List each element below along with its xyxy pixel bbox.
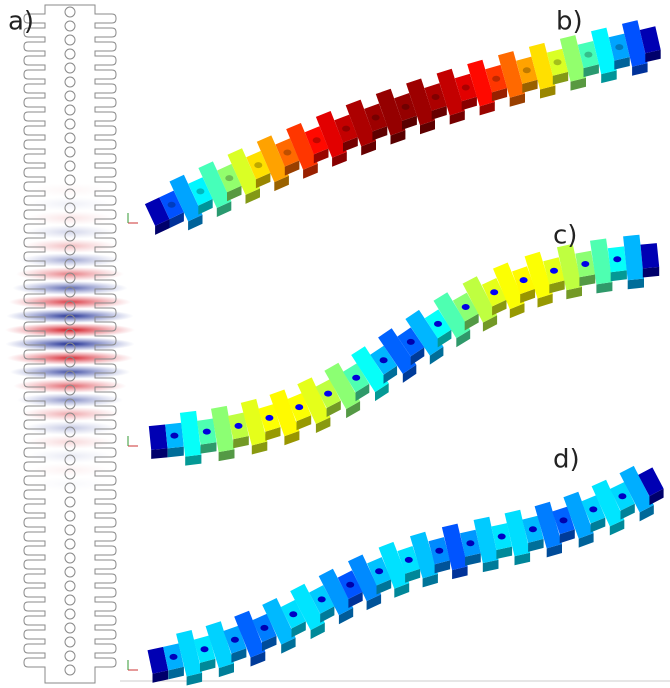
beam-side <box>151 448 167 459</box>
beam-hole <box>203 429 211 435</box>
beam-hole <box>380 357 388 363</box>
beam-hole <box>560 517 568 523</box>
hole <box>65 511 75 521</box>
beam-side <box>628 279 644 290</box>
hole <box>65 91 75 101</box>
beam-hole <box>295 404 303 410</box>
hole <box>65 119 75 129</box>
figure: a) b) c) d) <box>0 0 670 688</box>
beam-hole <box>313 137 321 143</box>
hole <box>65 623 75 633</box>
beam-hole <box>168 202 176 208</box>
beam-hole <box>554 59 562 65</box>
panel-label: d) <box>553 445 580 475</box>
beam-hole <box>352 375 360 381</box>
hole <box>65 63 75 73</box>
beam-hole <box>498 534 506 540</box>
beam-hole <box>402 104 410 110</box>
hole <box>65 553 75 563</box>
beam-hole <box>466 540 474 546</box>
beam-side <box>643 267 659 278</box>
beam-hole <box>523 67 531 73</box>
hole <box>65 595 75 605</box>
hole <box>65 609 75 619</box>
hole <box>65 49 75 59</box>
hole <box>65 525 75 535</box>
beam-hole <box>283 150 291 156</box>
beam-hole <box>342 126 350 132</box>
beam-hole <box>407 339 415 345</box>
beam-hole <box>462 304 470 310</box>
beam-hole <box>289 611 297 617</box>
panel-label: c) <box>553 221 577 251</box>
beam <box>128 235 659 466</box>
hole <box>65 105 75 115</box>
beam-hole <box>613 256 621 262</box>
beam-hole <box>372 115 380 121</box>
hole <box>65 77 75 87</box>
beam-hole <box>170 654 178 660</box>
beam-hole <box>235 423 243 429</box>
beam-hole <box>432 94 440 100</box>
beam-hole <box>260 625 268 631</box>
beam-modes <box>128 20 664 685</box>
beam-hole <box>589 506 597 512</box>
hole <box>65 497 75 507</box>
hole <box>65 567 75 577</box>
panel-label: a) <box>8 7 34 37</box>
hole <box>65 581 75 591</box>
hole <box>65 637 75 647</box>
beam-hole <box>584 52 592 58</box>
beam-hole <box>520 277 528 283</box>
hole <box>65 21 75 31</box>
beam-hole <box>201 646 209 652</box>
beam-hole <box>196 188 204 194</box>
beam-hole <box>434 321 442 327</box>
beam-hole <box>324 391 332 397</box>
hole <box>65 147 75 157</box>
beam-hole <box>492 76 500 82</box>
beam <box>128 466 664 686</box>
beam-hole <box>170 433 178 439</box>
beam-hole <box>581 261 589 267</box>
beam-hole <box>265 415 273 421</box>
beam-hole <box>225 175 233 181</box>
hole <box>65 133 75 143</box>
hole <box>65 35 75 45</box>
beam-hole <box>490 289 498 295</box>
beam-hole <box>375 568 383 574</box>
beam-hole <box>615 44 623 50</box>
beam-top <box>149 425 168 450</box>
beam-hole <box>318 596 326 602</box>
panel-label: b) <box>556 7 583 37</box>
beam-hole <box>550 268 558 274</box>
beam-hole <box>254 162 262 168</box>
beam-hole <box>346 582 354 588</box>
beam-hole <box>405 557 413 563</box>
beam-hole <box>529 526 537 532</box>
hole <box>65 161 75 171</box>
beam-hole <box>462 85 470 91</box>
hole <box>65 539 75 549</box>
hole <box>65 7 75 17</box>
beam-hole <box>618 493 626 499</box>
beam-hole <box>435 548 443 554</box>
hole <box>65 651 75 661</box>
beam-side <box>168 447 184 458</box>
beam <box>128 20 661 235</box>
beam-top <box>641 243 660 268</box>
beam-hole <box>231 637 239 643</box>
hole <box>65 665 75 675</box>
